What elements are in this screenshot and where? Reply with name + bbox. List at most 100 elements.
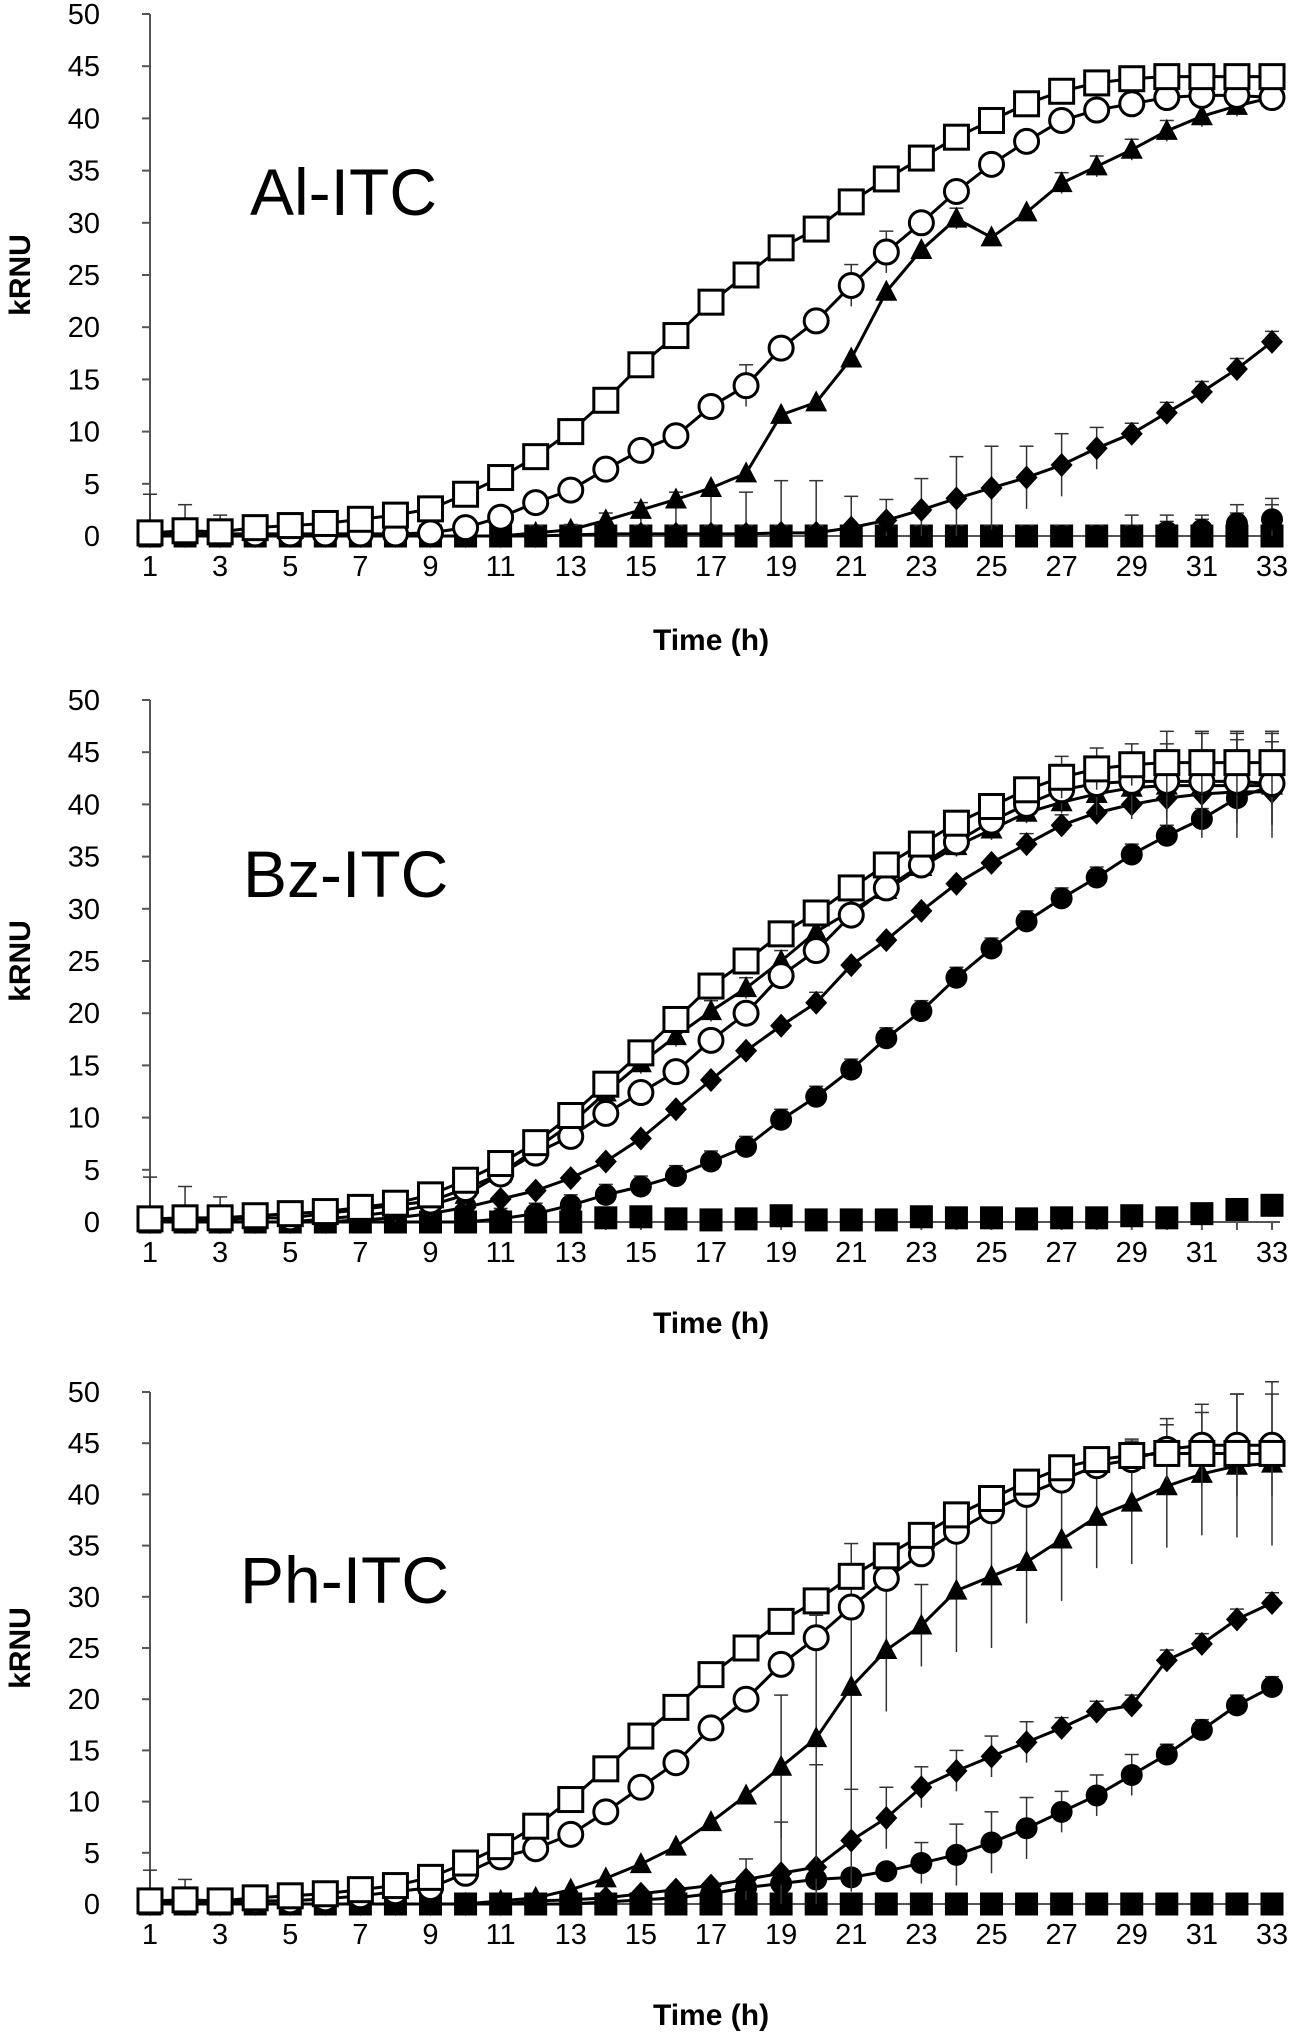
data-point (945, 966, 968, 989)
data-point (454, 1211, 477, 1233)
data-point (945, 871, 968, 896)
data-point (664, 1024, 687, 1046)
data-point (522, 1835, 550, 1863)
data-point (732, 1634, 760, 1662)
data-point (1120, 1204, 1144, 1228)
data-point (136, 1205, 164, 1233)
data-point (276, 512, 304, 540)
data-point (1085, 1206, 1109, 1230)
x-tick-label: 23 (905, 1919, 937, 1951)
x-axis-label: Time (h) (653, 1999, 769, 2032)
data-point (875, 1027, 898, 1050)
data-point (1155, 400, 1178, 425)
data-point (629, 1175, 652, 1198)
data-point (802, 937, 830, 965)
data-point (206, 1204, 234, 1232)
data-point (489, 1888, 512, 1910)
data-point (700, 1068, 722, 1093)
x-tick-label: 7 (352, 551, 368, 583)
data-point (1260, 1193, 1284, 1217)
data-point (942, 809, 970, 837)
x-tick-label: 9 (422, 1919, 438, 1951)
data-point (804, 1208, 828, 1232)
x-tick-label: 13 (555, 551, 587, 583)
data-point (770, 1108, 793, 1131)
data-point (1225, 512, 1248, 535)
data-point (664, 1165, 687, 1188)
x-tick-label: 13 (555, 1919, 587, 1951)
data-point (875, 928, 898, 953)
data-point (664, 1877, 687, 1902)
data-point (1258, 749, 1286, 777)
data-point (735, 1038, 758, 1063)
data-point (837, 1593, 865, 1621)
x-tick-label: 27 (1045, 1919, 1077, 1951)
data-point (1120, 1693, 1143, 1718)
data-point (910, 1613, 933, 1635)
data-point (767, 920, 795, 948)
data-point (805, 1855, 828, 1880)
data-point (907, 1521, 935, 1549)
data-point (839, 1892, 863, 1916)
x-tick-label: 15 (625, 551, 657, 583)
data-point (1120, 137, 1143, 159)
x-tick-label: 1 (142, 551, 158, 583)
data-point (1013, 776, 1041, 804)
y-tick-label: 5 (84, 1838, 100, 1870)
data-point (875, 279, 898, 301)
data-point (1013, 90, 1041, 118)
data-point (1120, 1763, 1143, 1786)
data-point (594, 1149, 617, 1174)
data-point (1048, 106, 1076, 134)
data-point (1083, 69, 1111, 97)
y-tick-label: 25 (68, 260, 100, 292)
y-tick-label: 5 (84, 469, 100, 501)
y-axis-label: kRNU (4, 234, 37, 316)
data-point (1050, 453, 1073, 478)
data-point (1258, 1439, 1286, 1467)
data-point (664, 1097, 687, 1122)
panel-bz-itc: Bz-ITC kRNU Time (h) 0510152025303540455… (4, 685, 1288, 1340)
data-point (594, 1183, 617, 1206)
data-point (559, 517, 582, 539)
data-point (872, 851, 900, 879)
data-point (978, 150, 1005, 178)
data-point (171, 1204, 199, 1232)
data-point (1085, 1892, 1109, 1916)
data-point (735, 521, 758, 546)
data-point (1050, 1715, 1073, 1740)
panel-title: Bz-ITC (243, 837, 448, 911)
data-point (629, 1205, 653, 1229)
x-tick-label: 9 (422, 551, 438, 583)
data-point (1225, 1197, 1249, 1221)
y-tick-label: 20 (68, 312, 100, 344)
data-point (980, 850, 1003, 875)
data-point (1013, 127, 1041, 155)
data-point (980, 937, 1003, 960)
data-point (840, 515, 863, 540)
data-point (1015, 525, 1038, 547)
x-tick-label: 29 (1116, 1237, 1148, 1269)
data-point (1050, 525, 1073, 547)
x-tick-label: 5 (282, 551, 298, 583)
data-point (732, 947, 760, 975)
data-point (1048, 1454, 1076, 1482)
data-point (487, 464, 515, 492)
data-point (802, 307, 830, 335)
data-point (697, 1026, 725, 1054)
data-point (346, 1193, 374, 1221)
data-point (909, 1205, 933, 1229)
data-point (1153, 1439, 1181, 1467)
data-point (522, 1129, 550, 1157)
data-point (1083, 755, 1111, 783)
data-point (136, 519, 164, 547)
data-point (1085, 436, 1108, 461)
data-point (805, 520, 828, 545)
y-axis-label: kRNU (4, 1607, 37, 1689)
data-point (700, 521, 722, 546)
data-point (662, 422, 690, 450)
x-tick-label: 25 (975, 551, 1007, 583)
data-point (627, 436, 655, 464)
data-point (522, 1812, 550, 1840)
